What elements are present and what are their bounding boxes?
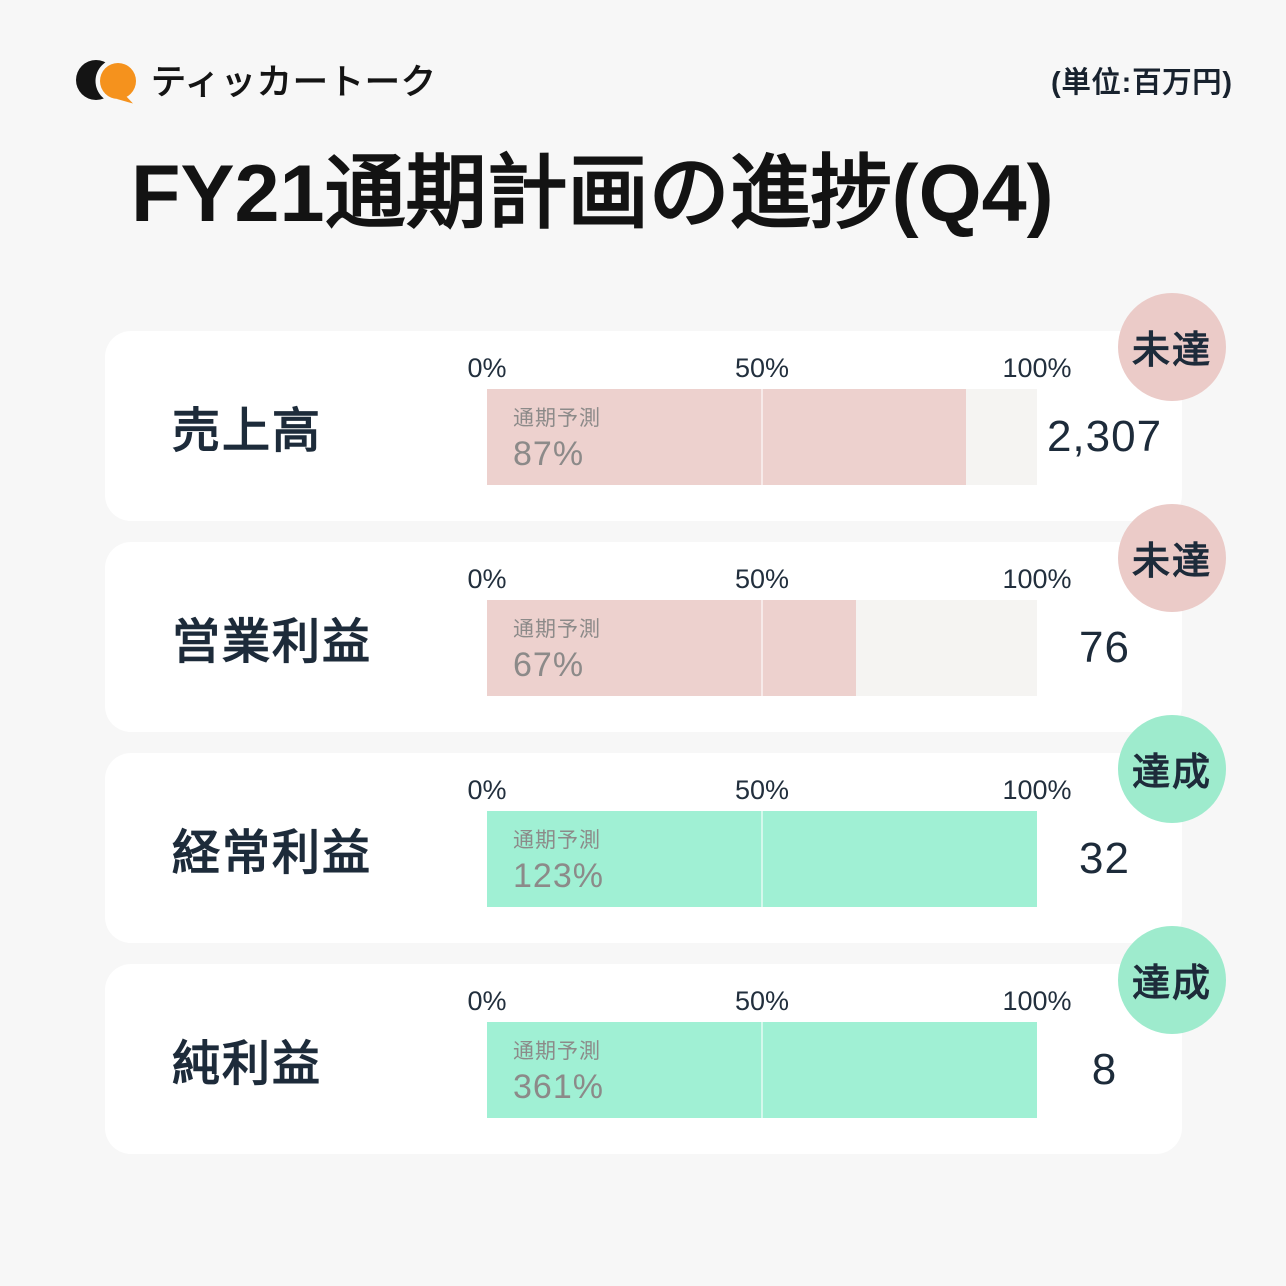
status-badge: 未達 — [1118, 292, 1226, 401]
axis-ticks: 0% 50% 100% — [467, 774, 1071, 805]
progress-fill: 通期予測 87% — [487, 388, 966, 485]
metric-card-operating-profit: 未達 営業利益 0% 50% 100% 通期予測 67% 76 — [105, 503, 1226, 732]
metric-card-ordinary-profit: 達成 経常利益 0% 50% 100% 通期予測 123% 32 — [105, 714, 1226, 943]
forecast-label: 通期予測 — [513, 406, 601, 430]
axis-tick-50: 50% — [734, 352, 790, 383]
brand-logo-icon — [76, 58, 138, 103]
progress-percent: 87% — [513, 434, 585, 473]
axis-tick-0: 0% — [467, 985, 507, 1016]
progress-percent: 67% — [513, 645, 585, 684]
metric-value: 32 — [1079, 833, 1130, 883]
progress-percent: 361% — [513, 1067, 604, 1106]
metric-value: 2,307 — [1046, 411, 1163, 461]
fifty-percent-gridline — [761, 599, 763, 696]
page-header: ティッカートーク (単位:百万円) — [0, 0, 1286, 105]
axis-tick-50: 50% — [734, 985, 790, 1016]
progress-percent: 123% — [513, 856, 604, 895]
metric-value: 76 — [1079, 622, 1130, 672]
progress-track: 通期予測 87% — [487, 388, 1037, 485]
axis-ticks: 0% 50% 100% — [467, 563, 1071, 594]
forecast-label: 通期予測 — [513, 1039, 601, 1063]
unit-note: (単位:百万円) — [1051, 66, 1233, 99]
bar-caption: 通期予測 87% — [513, 402, 601, 474]
status-badge: 達成 — [1118, 925, 1226, 1034]
metric-card-net-profit: 達成 純利益 0% 50% 100% 通期予測 361% 8 — [105, 925, 1226, 1154]
bar-caption: 通期予測 123% — [513, 824, 604, 896]
axis-tick-0: 0% — [467, 563, 507, 594]
status-badge: 達成 — [1118, 714, 1226, 823]
brand-name: ティッカートーク — [151, 63, 437, 102]
axis-tick-0: 0% — [467, 774, 507, 805]
axis-tick-50: 50% — [734, 774, 790, 805]
axis-tick-50: 50% — [734, 563, 790, 594]
axis-ticks: 0% 50% 100% — [467, 985, 1071, 1016]
fifty-percent-gridline — [761, 810, 763, 907]
progress-fill: 通期予測 67% — [487, 599, 856, 696]
bar-caption: 通期予測 361% — [513, 1035, 604, 1107]
axis-tick-100: 100% — [1002, 352, 1072, 383]
metric-cards: 未達 売上高 0% 50% 100% 通期予測 87% 2,307 未達 営業利… — [105, 292, 1226, 1154]
progress-track: 通期予測 361% — [487, 1021, 1037, 1118]
metric-label: 売上高 — [172, 404, 323, 458]
bar-caption: 通期予測 67% — [513, 613, 601, 685]
metric-value: 8 — [1091, 1044, 1118, 1094]
forecast-label: 通期予測 — [513, 617, 601, 641]
page-title: FY21通期計画の進捗(Q4) — [131, 149, 1054, 239]
fifty-percent-gridline — [761, 1021, 763, 1118]
metric-label: 営業利益 — [172, 615, 373, 669]
metric-label: 経常利益 — [172, 826, 373, 880]
progress-track: 通期予測 123% — [487, 810, 1037, 907]
metric-card-revenue: 未達 売上高 0% 50% 100% 通期予測 87% 2,307 — [105, 292, 1226, 521]
axis-tick-0: 0% — [467, 352, 507, 383]
axis-tick-100: 100% — [1002, 774, 1072, 805]
status-badge: 未達 — [1118, 503, 1226, 612]
axis-tick-100: 100% — [1002, 985, 1072, 1016]
axis-tick-100: 100% — [1002, 563, 1072, 594]
forecast-label: 通期予測 — [513, 828, 601, 852]
metric-label: 純利益 — [172, 1037, 323, 1091]
fifty-percent-gridline — [761, 388, 763, 485]
axis-ticks: 0% 50% 100% — [467, 352, 1071, 383]
progress-track: 通期予測 67% — [487, 599, 1037, 696]
